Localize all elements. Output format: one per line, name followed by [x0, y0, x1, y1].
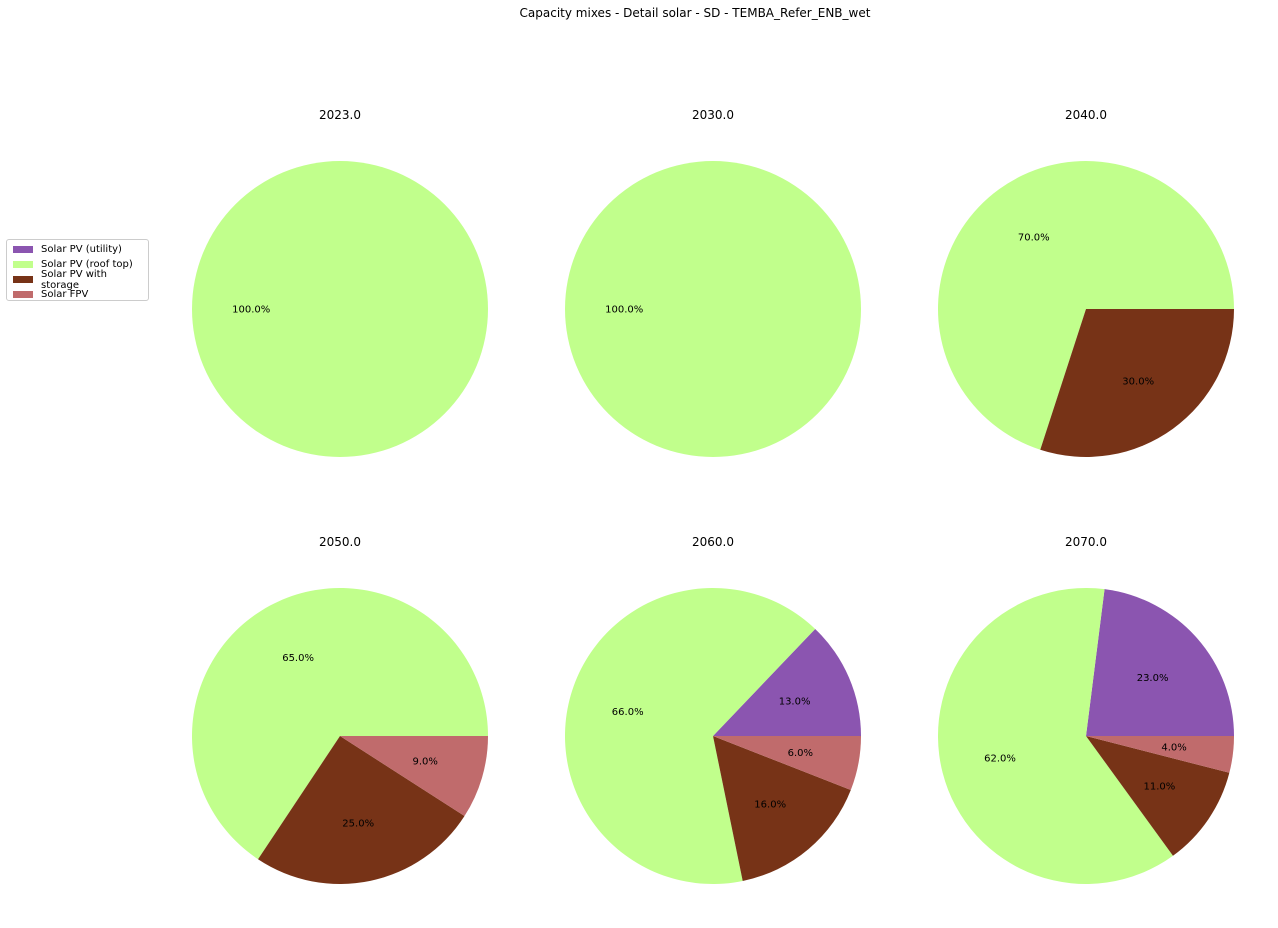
- pie-slice-solar-fpv: [340, 736, 488, 817]
- pie-slice-solar-pv-roof-top: [937, 588, 1173, 885]
- pie-slice-label: 9.0%: [412, 757, 437, 768]
- pie-title: 2030.0: [692, 108, 734, 122]
- pie-panel-2060.0: 2060.0 13.0% 66.0% 16.0% 6.0%: [564, 535, 861, 885]
- pie-slice-label: 62.0%: [984, 754, 1016, 765]
- pie-title: 2060.0: [692, 535, 734, 549]
- pie-panels: 2023.0 100.0% 2030.0 100.0% 2040.0 70.0% 30.0%…: [192, 108, 1234, 885]
- pie-slice-solar-pv-roof-top: [192, 587, 489, 860]
- pie-slice-label: 25.0%: [342, 818, 374, 829]
- pie-slice-label: 100.0%: [605, 305, 643, 316]
- legend-swatch: [13, 291, 33, 298]
- pie-slice-solar-pv-roof-top: [192, 161, 488, 457]
- legend-item-fpv: Solar FPV: [13, 287, 148, 302]
- pie-slice-label: 16.0%: [754, 799, 786, 810]
- pie-panel-2040.0: 2040.0 70.0% 30.0%: [938, 108, 1234, 458]
- pie-slice-label: 6.0%: [788, 748, 813, 759]
- legend-item-roof-top: Solar PV (roof top): [13, 257, 148, 272]
- legend-label: Solar PV (roof top): [41, 259, 133, 270]
- pie-slice-label: 30.0%: [1122, 376, 1154, 387]
- pie-slice-label: 100.0%: [232, 305, 270, 316]
- pie-panel-2070.0: 2070.0 23.0% 62.0% 11.0% 4.0%: [937, 535, 1234, 885]
- pie-title: 2023.0: [319, 108, 361, 122]
- pie-slice-solar-pv-with-storage: [713, 736, 851, 881]
- legend-item-with-storage: Solar PV with storage: [13, 269, 148, 291]
- pie-slice-label: 23.0%: [1137, 673, 1169, 684]
- pie-slice-label: 13.0%: [779, 697, 811, 708]
- pie-slice-solar-pv-with-storage: [258, 736, 465, 885]
- legend-item-utility: Solar PV (utility): [13, 242, 148, 257]
- legend-label: Solar PV with storage: [41, 268, 107, 291]
- legend: Solar PV (utility) Solar PV (roof top) S…: [6, 239, 149, 301]
- figure-title: Capacity mixes - Detail solar - SD - TEM…: [520, 6, 871, 20]
- legend-label: Solar PV (utility): [41, 244, 122, 255]
- pie-slice-solar-fpv: [713, 736, 861, 790]
- pie-panel-2050.0: 2050.0 65.0% 25.0% 9.0%: [192, 535, 489, 885]
- pie-slice-solar-pv-roof-top: [564, 588, 816, 885]
- pie-slice-label: 66.0%: [612, 707, 644, 718]
- legend-swatch: [13, 276, 33, 283]
- legend-swatch: [13, 261, 33, 268]
- pie-slice-solar-pv-with-storage: [1086, 736, 1230, 856]
- pie-panel-2023.0: 2023.0 100.0%: [192, 108, 488, 457]
- pie-slice-label: 4.0%: [1161, 743, 1186, 754]
- pie-slice-label: 70.0%: [1018, 233, 1050, 244]
- pie-title: 2040.0: [1065, 108, 1107, 122]
- legend-swatch: [13, 246, 33, 253]
- legend-label: Solar FPV: [41, 289, 89, 300]
- pie-slice-solar-pv-utility: [713, 628, 861, 736]
- pie-slice-solar-pv-roof-top: [938, 161, 1234, 450]
- pie-slice-solar-pv-utility: [1086, 589, 1234, 736]
- pie-title: 2050.0: [319, 535, 361, 549]
- pie-slice-solar-pv-roof-top: [565, 161, 861, 457]
- pie-panel-2030.0: 2030.0 100.0%: [565, 108, 861, 457]
- pie-title: 2070.0: [1065, 535, 1107, 549]
- pie-slice-label: 65.0%: [282, 653, 314, 664]
- pie-slice-solar-pv-with-storage: [1040, 309, 1234, 458]
- pie-slice-label: 11.0%: [1144, 781, 1176, 792]
- pie-slice-solar-fpv: [1086, 736, 1234, 773]
